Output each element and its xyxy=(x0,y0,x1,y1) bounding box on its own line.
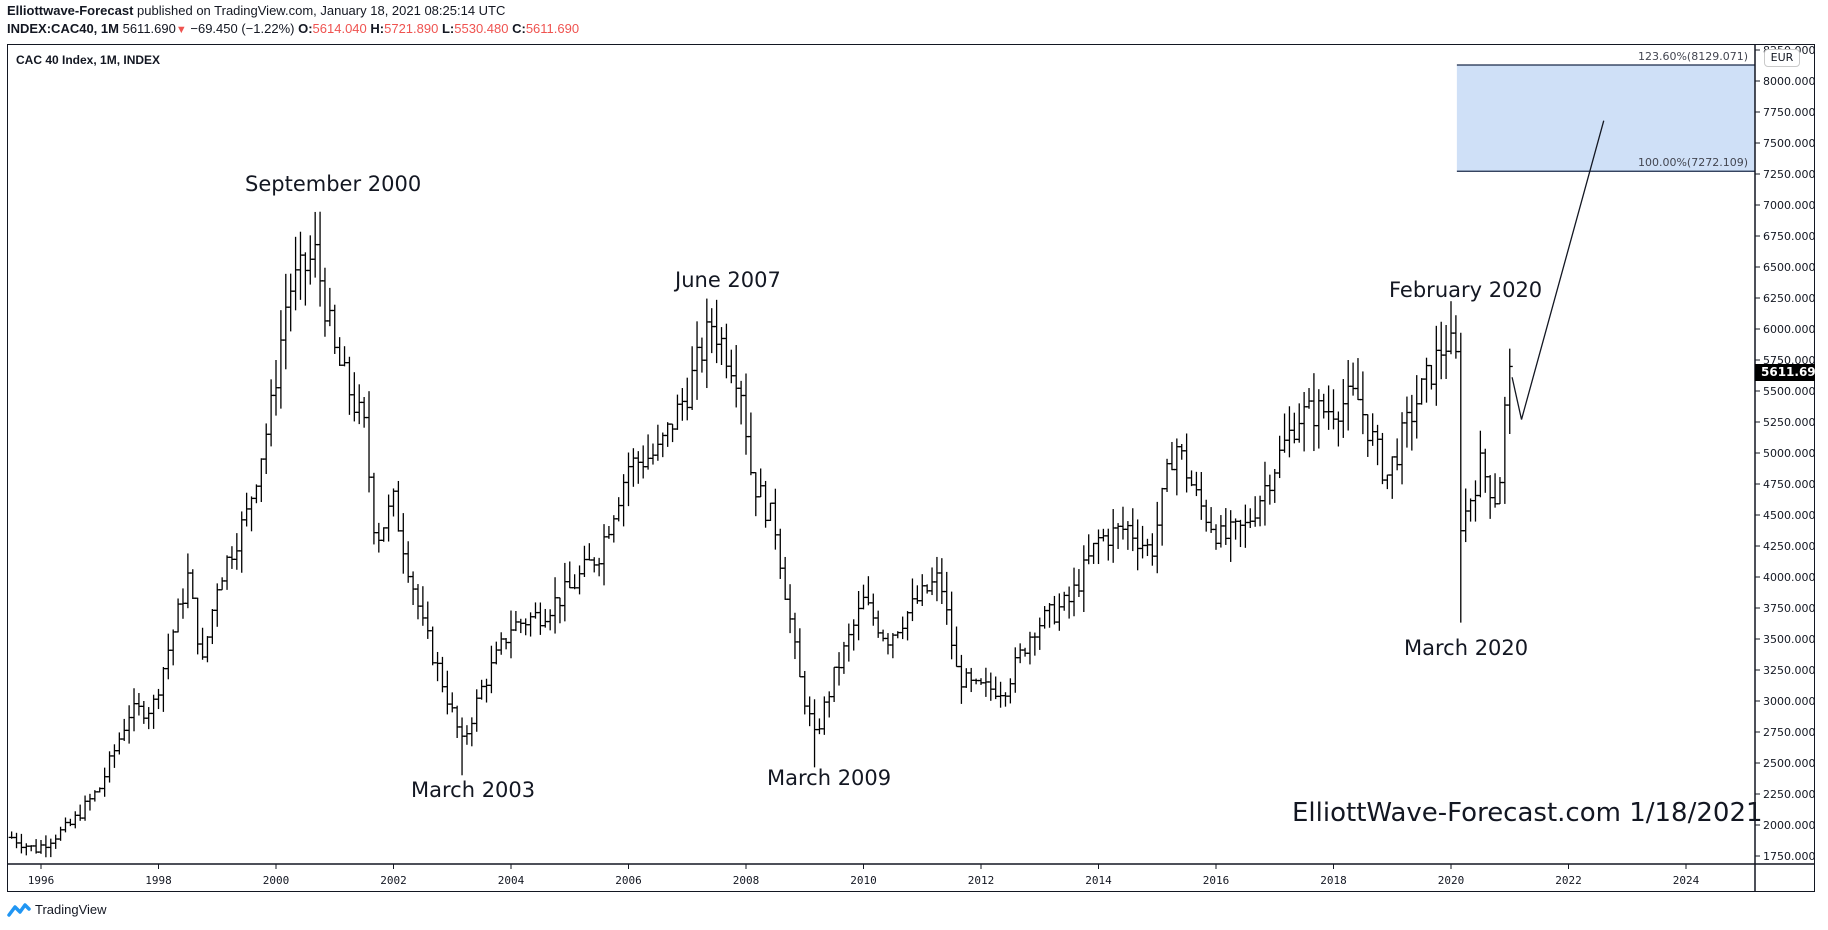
time-tick-label: 1996 xyxy=(28,874,55,887)
price-tick-label: 4250.000 xyxy=(1763,540,1816,553)
chart-frame[interactable] xyxy=(7,44,1815,892)
time-tick-label: 2016 xyxy=(1203,874,1230,887)
annotation-label: March 2003 xyxy=(411,778,536,802)
tradingview-brand: TradingView xyxy=(35,902,107,917)
tradingview-footer[interactable]: TradingView xyxy=(7,902,107,917)
price-tick-label: 6000.000 xyxy=(1763,323,1816,336)
chart-title: CAC 40 Index, 1M, INDEX xyxy=(16,53,161,67)
low-value: 5530.480 xyxy=(454,21,509,36)
high-value: 5721.890 xyxy=(384,21,439,36)
time-tick-label: 2020 xyxy=(1438,874,1465,887)
open-value: 5614.040 xyxy=(312,21,367,36)
ohlc-legend: INDEX:CAC40, 1M 5611.690▼ −69.450 (−1.22… xyxy=(7,21,579,36)
fib-top-label: 123.60%(8129.071) xyxy=(1637,50,1748,63)
last-price-tag: 5611.690 xyxy=(1755,364,1824,381)
annotation-label: March 2020 xyxy=(1404,636,1529,660)
time-tick-label: 2024 xyxy=(1673,874,1700,887)
price-tick-label: 7750.000 xyxy=(1763,106,1816,119)
last-price: 5611.690 xyxy=(122,21,176,36)
price-tick-label: 4750.000 xyxy=(1763,478,1816,491)
low-label: L: xyxy=(441,21,455,36)
time-tick-label: 2004 xyxy=(498,874,525,887)
time-tick-label: 2018 xyxy=(1320,874,1347,887)
price-tick-label: 7500.000 xyxy=(1763,137,1816,150)
price-tick-label: 7250.000 xyxy=(1763,168,1816,181)
price-tick-label: 2750.000 xyxy=(1763,726,1816,739)
price-tick-label: 5750.000 xyxy=(1763,354,1816,367)
price-tick-label: 3500.000 xyxy=(1763,633,1816,646)
triangle-down-icon: ▼ xyxy=(175,24,187,36)
price-tick-label: 5500.000 xyxy=(1763,385,1816,398)
price-tick-label: 7000.000 xyxy=(1763,199,1816,212)
symbol: INDEX:CAC40, 1M xyxy=(7,21,119,36)
price-change: −69.450 (−1.22%) xyxy=(190,21,295,36)
close-label: C: xyxy=(512,21,526,36)
close-value: 5611.690 xyxy=(525,21,580,36)
price-tick-label: 6750.000 xyxy=(1763,230,1816,243)
price-tick-label: 3750.000 xyxy=(1763,602,1816,615)
price-tick-label: 4500.000 xyxy=(1763,509,1816,522)
price-tick-label: 5000.000 xyxy=(1763,447,1816,460)
price-tick-label: 3000.000 xyxy=(1763,695,1816,708)
price-tick-label: 6250.000 xyxy=(1763,292,1816,305)
fib-bottom-label: 100.00%(7272.109) xyxy=(1637,156,1748,169)
publish-info: Elliottwave-Forecast published on Tradin… xyxy=(7,3,505,18)
time-tick-label: 2006 xyxy=(615,874,642,887)
price-tick-label: 6500.000 xyxy=(1763,261,1816,274)
annotation-label: June 2007 xyxy=(675,268,781,292)
time-tick-label: 2000 xyxy=(263,874,290,887)
time-tick-label: 1998 xyxy=(145,874,172,887)
publisher-name[interactable]: Elliottwave-Forecast xyxy=(7,3,134,18)
open-label: O: xyxy=(298,21,313,36)
tradingview-logo-icon xyxy=(7,902,31,917)
price-tick-label: 3250.000 xyxy=(1763,664,1816,677)
time-tick-label: 2010 xyxy=(850,874,877,887)
annotation-label: March 2009 xyxy=(767,766,892,790)
ohlc-bars xyxy=(8,211,1513,858)
price-tick-label: 2500.000 xyxy=(1763,757,1816,770)
price-tick-label: 2250.000 xyxy=(1763,788,1816,801)
fib-target-zone[interactable] xyxy=(1456,64,1755,172)
price-tick-label: 8000.000 xyxy=(1763,75,1816,88)
time-tick-label: 2014 xyxy=(1085,874,1112,887)
annotation-label: September 2000 xyxy=(245,172,422,196)
time-tick-label: 2022 xyxy=(1555,874,1582,887)
projection-line[interactable] xyxy=(1511,120,1605,420)
published-text: published on TradingView.com, January 18… xyxy=(133,3,506,18)
price-tick-label: 1750.000 xyxy=(1763,850,1816,863)
price-tick-label: 5250.000 xyxy=(1763,416,1816,429)
time-tick-label: 2008 xyxy=(733,874,760,887)
watermark: ElliottWave-Forecast.com 1/18/2021 xyxy=(1292,798,1763,828)
time-tick-label: 2012 xyxy=(968,874,995,887)
price-tick-label: 4000.000 xyxy=(1763,571,1816,584)
currency-button[interactable]: EUR xyxy=(1764,49,1800,67)
high-label: H: xyxy=(370,21,385,36)
annotation-label: February 2020 xyxy=(1389,278,1543,302)
price-tick-label: 2000.000 xyxy=(1763,819,1816,832)
time-tick-label: 2002 xyxy=(380,874,407,887)
